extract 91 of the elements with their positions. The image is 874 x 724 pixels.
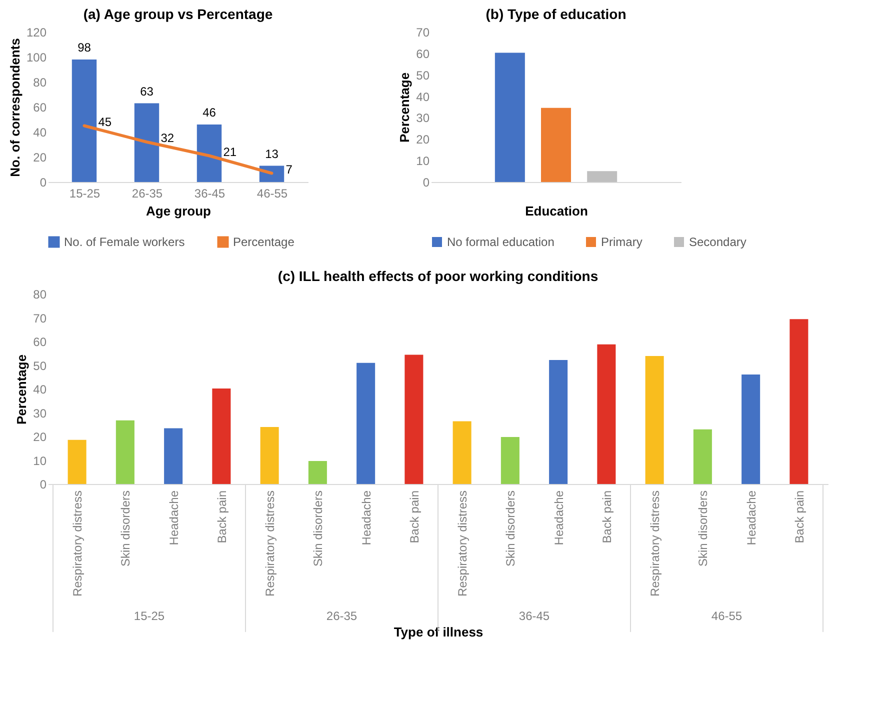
x-tick-label: Skin disorders (504, 490, 518, 567)
x-tick-label: 36-45 (194, 186, 226, 200)
y-tick-label: 60 (416, 46, 430, 61)
x-axis-title: Age group (146, 204, 212, 218)
x-tick-label: Skin disorders (696, 490, 710, 567)
bar (494, 52, 525, 182)
y-tick-label: 70 (416, 26, 430, 40)
x-tick-label: 15-25 (69, 186, 100, 200)
bar (196, 124, 222, 182)
data-label: 63 (140, 84, 154, 98)
x-tick-label: Headache (166, 490, 181, 546)
bar (72, 60, 97, 182)
y-axis-title: Percentage (14, 354, 30, 425)
chart-title: (b) Type of education (486, 6, 626, 22)
data-label: 13 (265, 146, 279, 161)
bar (549, 360, 568, 484)
bar (260, 427, 279, 484)
y-tick-label: 0 (40, 478, 47, 492)
data-label: 98 (78, 40, 92, 54)
y-tick-label: 100 (26, 50, 47, 64)
y-tick-label: 10 (416, 154, 430, 168)
y-tick-label: 50 (33, 358, 47, 373)
data-label: 46 (202, 106, 216, 120)
bar (597, 344, 616, 484)
x-tick-label: Respiratory distress (648, 490, 662, 597)
bar (134, 103, 160, 182)
bar (308, 460, 327, 484)
bar (587, 171, 618, 182)
bar (68, 440, 86, 484)
y-tick-label: 30 (33, 406, 47, 420)
y-tick-label: 20 (33, 430, 47, 444)
x-tick-label: Respiratory distress (456, 490, 470, 597)
bar (212, 388, 231, 484)
x-tick-label: Back pain (792, 490, 806, 544)
y-tick-label: 70 (33, 311, 47, 326)
text: 46-55 (711, 609, 742, 623)
x-axis-title: Education (525, 204, 588, 218)
bar (164, 428, 183, 484)
bar (693, 429, 712, 484)
legend-label: Primary (601, 235, 642, 249)
x-tick-label: Back pain (214, 490, 229, 544)
bar (404, 354, 424, 484)
x-tick-label: Respiratory distress (70, 490, 85, 597)
y-tick-label: 20 (416, 132, 430, 147)
y-axis-title: No. of correspondents (7, 38, 22, 177)
x-tick-label: Headache (552, 490, 566, 546)
bar (541, 108, 571, 182)
data-label: 32 (160, 131, 174, 145)
y-tick-label: 60 (33, 100, 47, 114)
data-label: 45 (98, 114, 112, 129)
y-tick-label: 60 (33, 335, 47, 349)
bar (790, 319, 808, 484)
y-tick-label: 40 (33, 126, 47, 140)
y-tick-label: 80 (33, 76, 47, 90)
y-tick-label: 20 (33, 150, 47, 164)
x-tick-label: Back pain (407, 490, 422, 544)
legend-label: Percentage (233, 235, 295, 249)
data-label: 21 (223, 144, 237, 159)
y-tick-label: 40 (33, 382, 47, 396)
y-tick-label: 0 (422, 176, 430, 190)
y-tick-label: 50 (416, 68, 430, 82)
bar (742, 374, 760, 484)
chart-title: (c) ILL health effects of poor working conditions (278, 268, 598, 284)
legend-label: No. of Female workers (64, 235, 185, 249)
x-tick-label: Skin disorders (118, 490, 133, 567)
y-tick-label: 120 (26, 26, 47, 40)
x-tick-label: Back pain (600, 490, 614, 544)
text: 15-25 (134, 609, 165, 623)
data-label: 7 (286, 162, 293, 176)
bar (452, 421, 472, 484)
y-tick-label: 0 (40, 176, 47, 190)
y-tick-label: 10 (33, 454, 47, 468)
bar (500, 436, 520, 484)
x-tick-label: Skin disorders (311, 490, 326, 567)
legend-label: Secondary (689, 235, 746, 249)
text: 26-35 (326, 609, 358, 623)
y-tick-label: 40 (416, 90, 430, 104)
bar (116, 420, 134, 484)
y-tick-label: 80 (33, 288, 47, 302)
text: 36-45 (518, 609, 550, 623)
bar (356, 362, 376, 484)
bar (645, 356, 664, 484)
y-axis-title: Percentage (397, 72, 412, 143)
x-tick-label: 26-35 (132, 186, 163, 200)
y-tick-label: 30 (416, 111, 430, 126)
x-tick-label: 46-55 (256, 186, 288, 200)
x-tick-label: Headache (359, 490, 374, 546)
legend-label: No formal education (447, 235, 554, 249)
chart-title: (a) Age group vs Percentage (83, 6, 273, 22)
x-tick-label: Respiratory distress (263, 490, 278, 597)
x-tick-label: Headache (744, 490, 758, 546)
